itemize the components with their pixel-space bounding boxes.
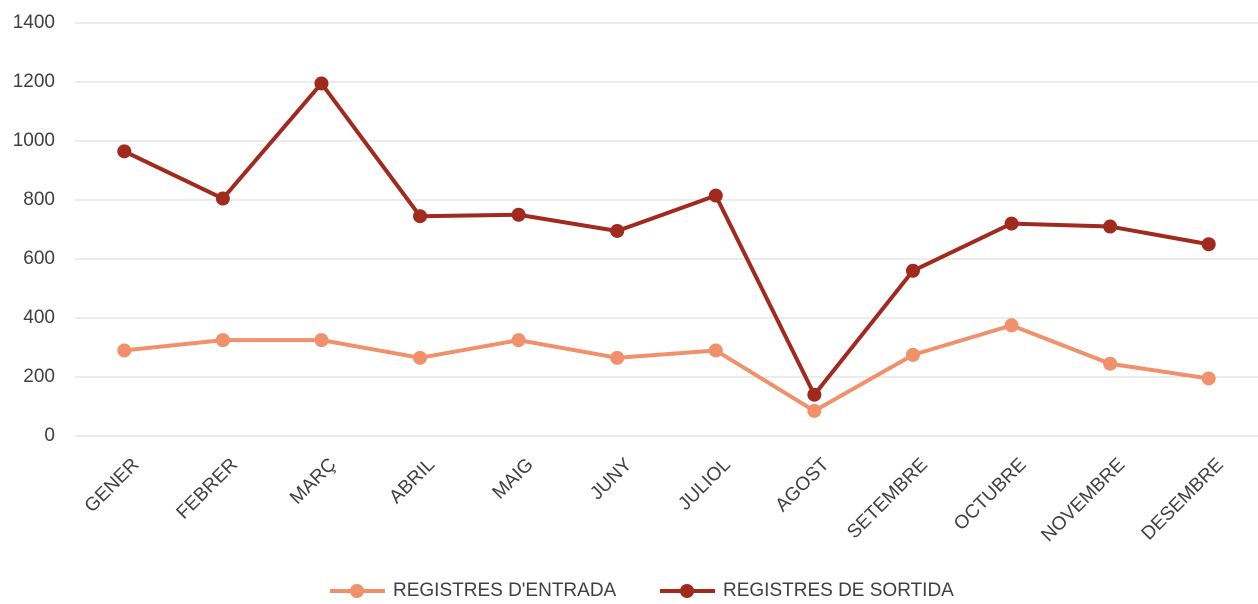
data-point [1103,219,1118,234]
x-tick-label: MARÇ [286,454,340,508]
data-point [610,223,625,238]
data-point [807,403,822,418]
data-point [511,207,526,222]
data-point [117,343,132,358]
x-tick-label: GENER [81,454,144,517]
x-tick-label: SETEMBRE [843,454,932,543]
data-point [708,188,723,203]
data-point [807,387,822,402]
data-point [610,350,625,365]
x-tick-label: MAIG [489,454,538,503]
y-tick-label: 800 [23,189,55,210]
legend-swatch-marker [680,584,694,598]
x-tick-label: DESEMBRE [1138,454,1228,544]
data-point [905,263,920,278]
series-line [124,323,1210,413]
data-point [1201,371,1216,386]
data-point [413,350,428,365]
y-tick-label: 200 [23,366,55,387]
data-point [1201,237,1216,252]
data-point [117,144,132,159]
x-tick-label: FEBRER [173,454,242,523]
y-tick-label: 0 [44,425,55,446]
data-point [215,191,230,206]
data-point [1004,216,1019,231]
data-point [511,333,526,348]
y-tick-label: 400 [23,307,55,328]
data-point [215,333,230,348]
data-point [905,347,920,362]
data-point [413,209,428,224]
data-point [314,333,329,348]
x-tick-label: OCTUBRE [950,454,1031,535]
legend-label: REGISTRES DE SORTIDA [723,580,954,601]
data-point [1004,318,1019,333]
y-tick-label: 1400 [13,12,55,33]
legend-label: REGISTRES D'ENTRADA [393,580,617,601]
legend-swatch-marker [350,584,364,598]
y-tick-label: 1000 [13,130,55,151]
series-line [123,81,1210,397]
x-tick-label: ABRIL [385,454,439,508]
data-point [708,343,723,358]
x-tick-label: JUNY [586,454,636,504]
x-tick-label: NOVEMBRE [1037,454,1129,546]
y-tick-label: 1200 [13,71,55,92]
x-tick-label: AGOST [772,454,834,516]
x-tick-label: JULIOL [674,454,734,514]
y-tick-label: 600 [23,248,55,269]
data-point [314,76,329,91]
data-point [1103,356,1118,371]
